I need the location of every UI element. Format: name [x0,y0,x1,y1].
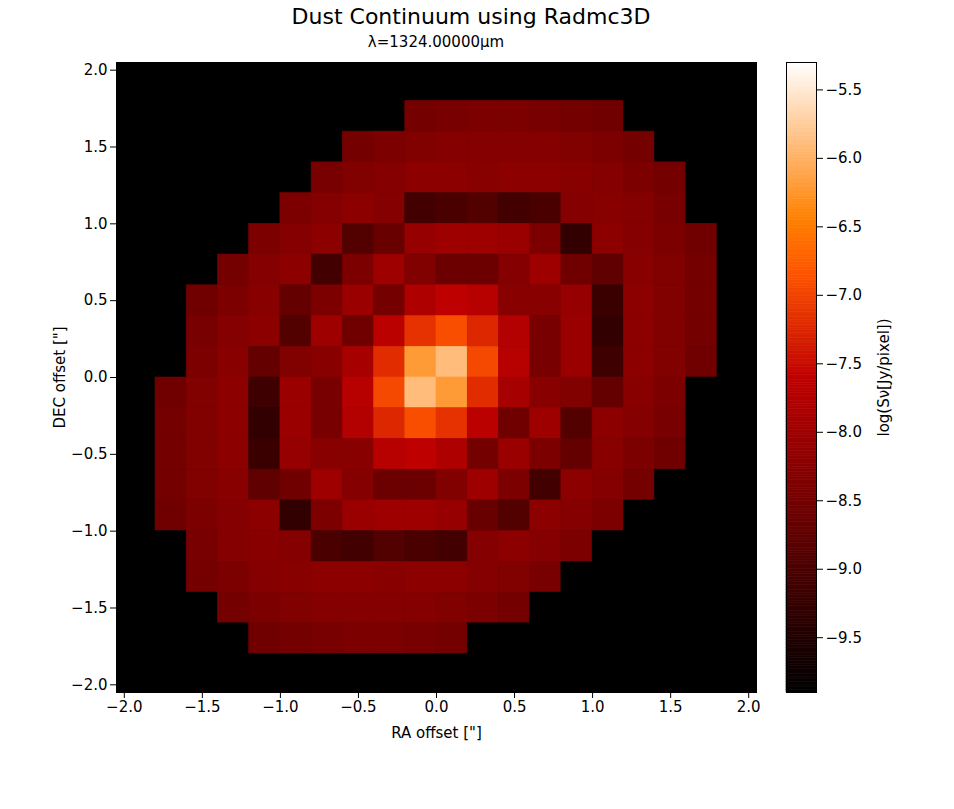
svg-text:−9.0: −9.0 [826,560,862,578]
svg-text:−1.5: −1.5 [184,698,220,716]
svg-text:1.5: 1.5 [84,138,108,156]
svg-text:−7.0: −7.0 [826,286,862,304]
svg-text:1.0: 1.0 [84,215,108,233]
svg-text:RA offset ["]: RA offset ["] [391,724,482,742]
svg-text:−0.5: −0.5 [71,445,107,463]
svg-text:−1.0: −1.0 [71,522,107,540]
svg-text:−7.5: −7.5 [826,355,862,373]
svg-text:−9.5: −9.5 [826,629,862,647]
svg-text:−1.0: −1.0 [262,698,298,716]
svg-text:−6.0: −6.0 [826,149,862,167]
svg-text:−8.0: −8.0 [826,423,862,441]
svg-text:−5.5: −5.5 [826,81,862,99]
svg-text:0.5: 0.5 [84,291,108,309]
svg-text:DEC offset ["]: DEC offset ["] [51,326,69,428]
svg-text:−2.0: −2.0 [71,676,107,694]
html-text:Dust Continuum using Radmc3D: Dust Continuum using Radmc3D [291,4,651,29]
html-text:λ=1324.00000μm: λ=1324.00000μm [367,33,505,51]
svg-text:−8.5: −8.5 [826,492,862,510]
svg-text:1.0: 1.0 [581,698,605,716]
svg-text:log(Sν[Jy/pixel]): log(Sν[Jy/pixel]) [875,318,893,436]
svg-text:0.0: 0.0 [84,368,108,386]
svg-text:−2.0: −2.0 [106,698,142,716]
svg-text:1.5: 1.5 [659,698,683,716]
svg-text:−0.5: −0.5 [340,698,376,716]
svg-text:0.5: 0.5 [503,698,527,716]
svg-text:2.0: 2.0 [737,698,761,716]
svg-text:0.0: 0.0 [425,698,449,716]
svg-text:−6.5: −6.5 [826,218,862,236]
svg-text:2.0: 2.0 [84,61,108,79]
svg-text:−1.5: −1.5 [71,599,107,617]
